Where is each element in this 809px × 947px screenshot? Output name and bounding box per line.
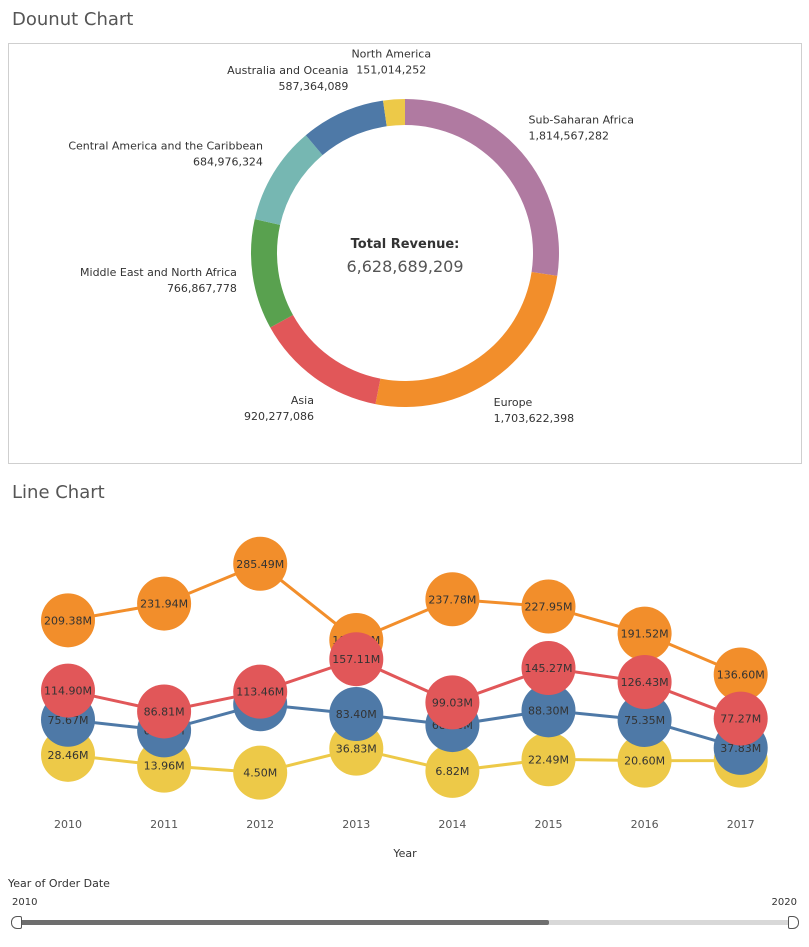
data-point[interactable] bbox=[617, 655, 672, 710]
line-chart-title: Line Chart bbox=[12, 482, 105, 503]
data-label: 237.78M bbox=[428, 593, 476, 606]
donut-label-value: 766,867,778 bbox=[167, 282, 237, 295]
line-chart: 209.38M231.94M285.49M182.96M237.78M227.9… bbox=[41, 536, 768, 860]
x-tick-label: 2011 bbox=[150, 818, 178, 831]
donut-center-value: 6,628,689,209 bbox=[346, 257, 463, 276]
line-series: 114.90M 86.81M 113.46M 157.11M 99.03M 145.27M… bbox=[41, 632, 768, 746]
data-point[interactable] bbox=[617, 692, 672, 747]
data-point[interactable] bbox=[233, 536, 288, 591]
data-label: 4.50M bbox=[243, 767, 277, 780]
donut-slice-australia-and-oceania[interactable] bbox=[305, 100, 387, 156]
donut-slice-europe[interactable] bbox=[375, 272, 558, 408]
donut-chart-title: Dounut Chart bbox=[12, 9, 134, 30]
donut-slice-central-america-and-the-caribbean[interactable] bbox=[254, 135, 323, 225]
donut-chart: Sub-Saharan Africa 1,814,567,282 Europe 1,7… bbox=[68, 47, 634, 425]
data-label: 126.43M bbox=[621, 676, 669, 689]
donut-label-name: Sub-Saharan Africa bbox=[529, 114, 634, 127]
data-label: 285.49M bbox=[236, 558, 284, 571]
data-point[interactable] bbox=[617, 733, 672, 788]
filter-slider-fill bbox=[16, 920, 549, 925]
donut-label-value: 1,703,622,398 bbox=[494, 412, 574, 425]
data-label: 88.30M bbox=[528, 704, 569, 717]
data-label: 99.03M bbox=[432, 696, 473, 709]
data-label: 22.49M bbox=[528, 753, 569, 766]
donut-label-value: 1,814,567,282 bbox=[529, 130, 609, 143]
data-label: 6.82M bbox=[435, 765, 469, 778]
donut-slice-asia[interactable] bbox=[270, 314, 381, 405]
data-label: 83.40M bbox=[336, 708, 377, 721]
data-label: 75.67M bbox=[48, 714, 89, 727]
filter-slider-track[interactable] bbox=[16, 920, 794, 925]
donut-label-name: Central America and the Caribbean bbox=[68, 139, 263, 152]
data-label: 113.46M bbox=[236, 686, 284, 699]
data-point[interactable] bbox=[329, 632, 384, 687]
data-label: 114.90M bbox=[44, 685, 92, 698]
donut-label-value: 587,364,089 bbox=[278, 80, 348, 93]
data-point[interactable] bbox=[521, 641, 576, 696]
donut-label-value: 151,014,252 bbox=[356, 63, 426, 76]
donut-label-name: Australia and Oceania bbox=[227, 64, 348, 77]
x-tick-label: 2010 bbox=[54, 818, 82, 831]
data-point[interactable] bbox=[521, 683, 576, 738]
data-point[interactable] bbox=[233, 664, 288, 719]
data-point[interactable] bbox=[521, 579, 576, 634]
data-point[interactable] bbox=[233, 745, 288, 800]
data-point[interactable] bbox=[713, 691, 768, 746]
data-label: 86.81M bbox=[144, 705, 185, 718]
filter-max-label: 2020 bbox=[771, 897, 797, 908]
data-point[interactable] bbox=[41, 593, 95, 648]
x-tick-label: 2015 bbox=[535, 818, 563, 831]
x-tick-label: 2013 bbox=[342, 818, 370, 831]
donut-label-value: 920,277,086 bbox=[244, 410, 314, 423]
data-label: 75.35M bbox=[624, 714, 665, 727]
x-tick-label: 2012 bbox=[246, 818, 274, 831]
donut-slice-sub-saharan-africa[interactable] bbox=[405, 99, 559, 276]
x-tick-label: 2014 bbox=[438, 818, 466, 831]
data-point[interactable] bbox=[521, 732, 576, 787]
donut-slice-north-america[interactable] bbox=[383, 99, 405, 127]
data-point[interactable] bbox=[137, 576, 192, 631]
data-label: 231.94M bbox=[140, 598, 188, 611]
x-tick-label: 2017 bbox=[727, 818, 755, 831]
donut-slice-middle-east-and-north-africa[interactable] bbox=[250, 219, 293, 328]
donut-label-name: Middle East and North Africa bbox=[80, 266, 237, 279]
data-point[interactable] bbox=[617, 606, 672, 661]
donut-chart-panel: Sub-Saharan Africa 1,814,567,282 Europe 1,7… bbox=[8, 43, 802, 464]
data-label: 209.38M bbox=[44, 614, 92, 627]
donut-label-value: 684,976,324 bbox=[193, 155, 263, 168]
data-label: 20.60M bbox=[624, 755, 665, 768]
filter-handle-start[interactable] bbox=[11, 916, 22, 929]
data-label: 191.52M bbox=[621, 628, 669, 641]
filter-title: Year of Order Date bbox=[8, 877, 110, 890]
data-label: 13.96M bbox=[144, 760, 185, 773]
data-point[interactable] bbox=[425, 675, 480, 730]
data-label: 28.46M bbox=[48, 749, 89, 762]
data-label: 77.27M bbox=[720, 713, 761, 726]
data-label: 37.83M bbox=[720, 742, 761, 755]
year-filter: Year of Order Date 2010 2020 bbox=[0, 872, 809, 947]
data-label: 36.83M bbox=[336, 743, 377, 756]
donut-label-name: Europe bbox=[494, 396, 533, 409]
data-point[interactable] bbox=[713, 647, 768, 702]
filter-min-label: 2010 bbox=[12, 897, 38, 908]
x-axis-title: Year bbox=[392, 847, 417, 860]
line-series: 209.38M231.94M285.49M182.96M237.78M227.9… bbox=[41, 536, 768, 702]
donut-label-name: Asia bbox=[291, 394, 314, 407]
donut-label-name: North America bbox=[351, 47, 431, 60]
filter-handle-end[interactable] bbox=[788, 916, 799, 929]
data-label: 136.60M bbox=[717, 668, 765, 681]
data-label: 227.95M bbox=[525, 601, 573, 614]
donut-center-title: Total Revenue: bbox=[351, 237, 460, 252]
data-point[interactable] bbox=[329, 687, 384, 742]
data-point[interactable] bbox=[425, 743, 480, 798]
data-label: 157.11M bbox=[332, 653, 380, 666]
data-point[interactable] bbox=[425, 572, 480, 627]
data-label: 145.27M bbox=[525, 662, 573, 675]
x-tick-label: 2016 bbox=[631, 818, 659, 831]
data-point[interactable] bbox=[41, 663, 95, 718]
data-point[interactable] bbox=[137, 684, 192, 739]
